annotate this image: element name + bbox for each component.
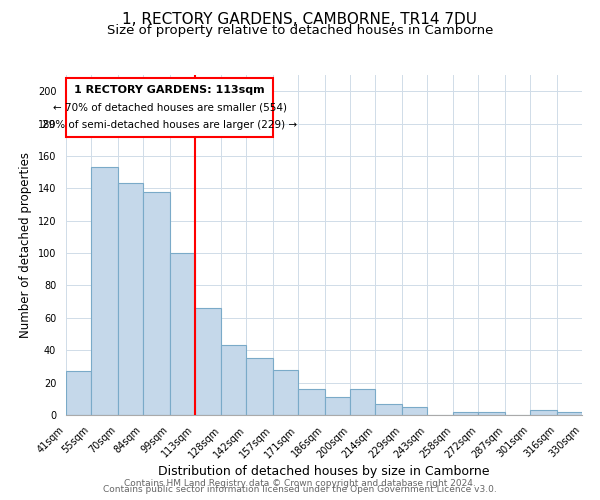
FancyBboxPatch shape	[66, 78, 273, 136]
Bar	[478, 412, 505, 415]
Bar	[91, 168, 118, 415]
Bar	[375, 404, 401, 415]
Y-axis label: Number of detached properties: Number of detached properties	[19, 152, 32, 338]
Text: 1, RECTORY GARDENS, CAMBORNE, TR14 7DU: 1, RECTORY GARDENS, CAMBORNE, TR14 7DU	[122, 12, 478, 28]
Bar	[557, 412, 582, 415]
Bar	[325, 397, 350, 415]
Bar	[118, 184, 143, 415]
Text: 29% of semi-detached houses are larger (229) →: 29% of semi-detached houses are larger (…	[42, 120, 297, 130]
Bar	[247, 358, 273, 415]
Text: Contains public sector information licensed under the Open Government Licence v3: Contains public sector information licen…	[103, 485, 497, 494]
Bar	[170, 253, 194, 415]
Text: Size of property relative to detached houses in Camborne: Size of property relative to detached ho…	[107, 24, 493, 37]
Bar	[66, 372, 91, 415]
Bar	[221, 346, 247, 415]
X-axis label: Distribution of detached houses by size in Camborne: Distribution of detached houses by size …	[158, 466, 490, 478]
Text: ← 70% of detached houses are smaller (554): ← 70% of detached houses are smaller (55…	[53, 102, 287, 113]
Bar	[401, 407, 427, 415]
Bar	[194, 308, 221, 415]
Bar	[298, 389, 325, 415]
Bar	[530, 410, 557, 415]
Bar	[350, 389, 375, 415]
Bar	[273, 370, 298, 415]
Text: Contains HM Land Registry data © Crown copyright and database right 2024.: Contains HM Land Registry data © Crown c…	[124, 478, 476, 488]
Text: 1 RECTORY GARDENS: 113sqm: 1 RECTORY GARDENS: 113sqm	[74, 85, 265, 95]
Bar	[454, 412, 478, 415]
Bar	[143, 192, 170, 415]
